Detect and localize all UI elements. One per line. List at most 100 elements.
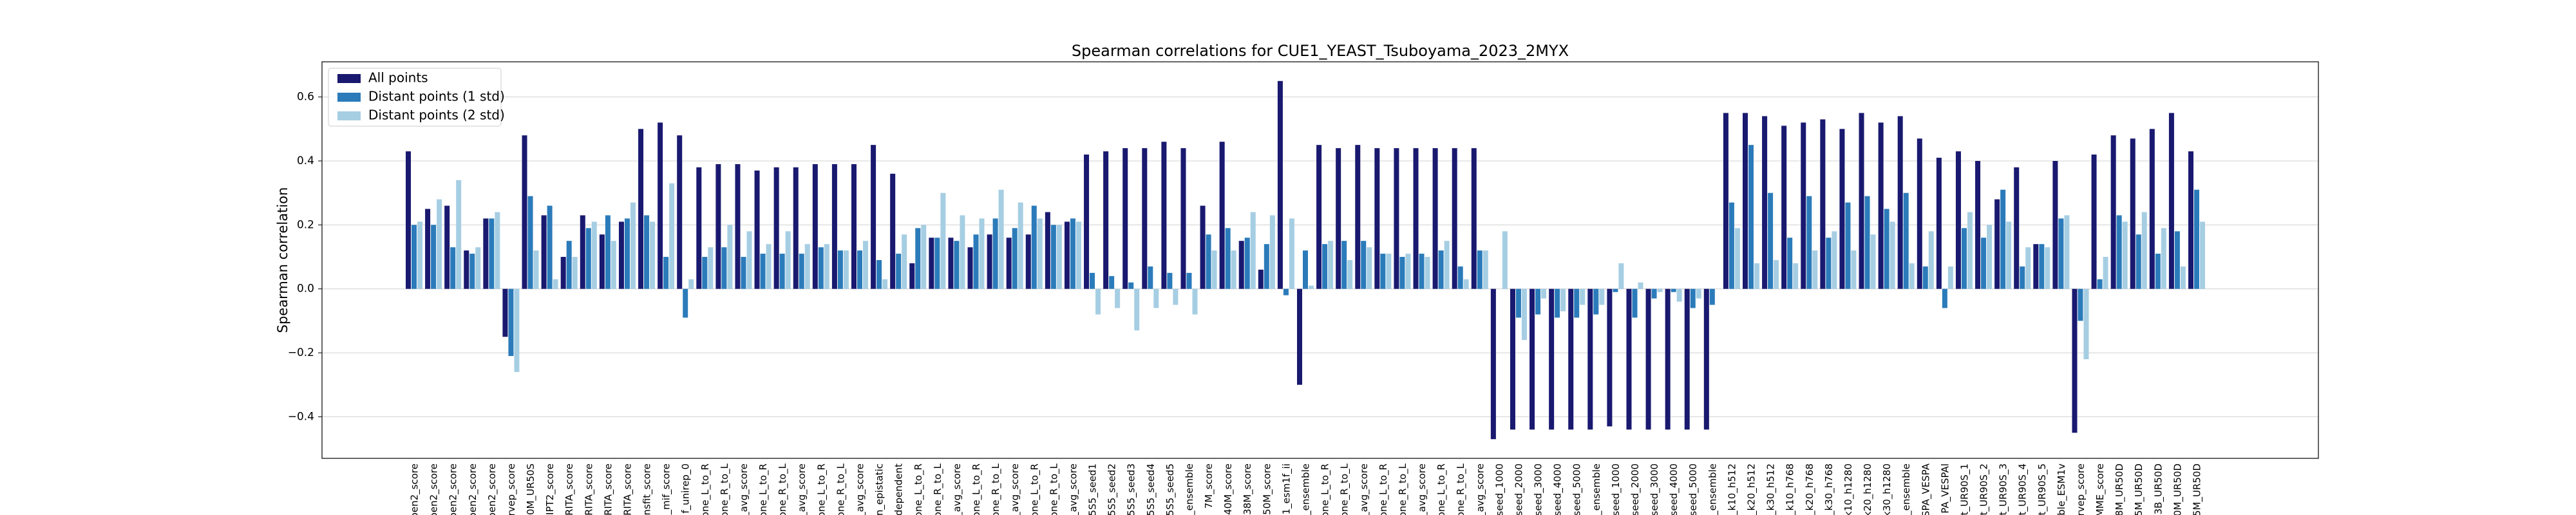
bar <box>425 209 431 289</box>
bar <box>624 218 630 289</box>
bar <box>431 225 437 289</box>
bar <box>804 244 810 289</box>
bar <box>1889 221 1895 289</box>
bar <box>1025 234 1031 289</box>
x-tick-label: seed_2000 <box>1629 464 1642 515</box>
bar <box>489 218 495 289</box>
bar <box>1277 80 1283 289</box>
bar <box>2122 221 2128 289</box>
bar <box>1903 192 1909 289</box>
bar <box>1303 250 1308 289</box>
x-tick-label: _mif_score <box>661 464 673 515</box>
bar <box>1200 205 1206 289</box>
bar <box>417 221 422 289</box>
bar <box>1555 288 1560 318</box>
bar <box>2000 189 2006 289</box>
bar <box>2097 279 2103 289</box>
x-tick-label: PA_VESPAl <box>1939 464 1951 514</box>
bar <box>1244 238 1250 289</box>
bar <box>967 247 973 289</box>
bar <box>437 199 442 289</box>
bar <box>1361 241 1367 289</box>
bar <box>843 250 849 289</box>
bar <box>547 205 553 289</box>
legend-label: All points <box>368 70 428 86</box>
bar <box>2174 231 2180 289</box>
bar <box>1419 254 1425 289</box>
x-tick-label: seed_3000 <box>1533 464 1545 515</box>
bar <box>2020 266 2025 289</box>
bar <box>992 218 998 289</box>
bar <box>715 164 721 289</box>
bar <box>934 238 940 289</box>
bar <box>663 257 669 289</box>
bar <box>1632 288 1638 318</box>
x-tick-label: 1_esm1f_ii <box>1280 464 1293 514</box>
bar <box>611 241 616 289</box>
bar <box>1859 113 1864 289</box>
bar <box>1922 266 1928 289</box>
bar <box>1928 231 1934 289</box>
bar <box>1192 288 1198 315</box>
bar <box>2168 113 2174 289</box>
x-tick-label: 38M_score <box>1242 464 1254 515</box>
bar <box>527 196 533 289</box>
bar <box>1955 151 1961 289</box>
bar <box>1297 288 1302 385</box>
x-tick-label: _k30_h512 <box>1765 464 1777 515</box>
x-tick-label: one_L_to_R <box>971 464 983 515</box>
bar <box>1367 247 1372 289</box>
bar <box>2091 154 2097 289</box>
bar <box>1728 202 1734 289</box>
bar <box>702 257 708 289</box>
x-tick-label: seed_1000 <box>1493 464 1506 515</box>
bar <box>566 241 572 289</box>
bar <box>1845 202 1851 289</box>
bar <box>1444 241 1450 289</box>
bar <box>1593 288 1599 315</box>
bar <box>514 288 520 372</box>
bar <box>1936 158 1942 289</box>
x-tick-label: 3B_UR50D <box>2152 464 2164 514</box>
bar <box>1167 272 1173 289</box>
bar <box>2058 218 2064 289</box>
bar <box>1599 288 1605 305</box>
bar <box>909 263 915 289</box>
bar <box>1684 288 1690 430</box>
bar <box>1909 263 1915 289</box>
bar <box>2180 266 2186 289</box>
bar <box>464 250 469 289</box>
x-tick-label: dependent <box>893 464 905 515</box>
x-tick-label: 5S5_seed5 <box>1164 464 1177 515</box>
x-tick-label: k20_h1280 <box>1862 464 1874 515</box>
bar <box>2130 138 2136 289</box>
bar <box>857 250 862 289</box>
bar <box>727 225 733 289</box>
bar <box>1225 228 1231 289</box>
bar <box>406 151 411 289</box>
bar <box>2039 244 2045 289</box>
bar <box>683 288 688 318</box>
bar <box>902 234 907 289</box>
x-tick-label: seed_1000 <box>1610 464 1622 515</box>
bar <box>1961 228 1967 289</box>
x-tick-label: _avg_score <box>951 464 963 515</box>
bar <box>818 247 824 289</box>
x-tick-label: t_UR90S_3 <box>1998 464 2010 515</box>
bar <box>987 234 992 289</box>
bar <box>921 225 927 289</box>
x-tick-label: t_UR90S_2 <box>1978 464 1991 515</box>
bar <box>979 218 985 289</box>
legend-swatch <box>337 74 361 83</box>
bar <box>954 241 960 289</box>
bar <box>1206 234 1211 289</box>
bar <box>2116 215 2122 289</box>
bar <box>1651 288 1657 299</box>
x-tick-label: pen2_score <box>467 464 479 515</box>
bar <box>1355 145 1361 289</box>
bar <box>1917 138 1922 289</box>
x-tick-label: f_unirep_0 <box>680 464 692 514</box>
bar <box>960 215 965 289</box>
x-tick-label: pen2_score <box>428 464 440 515</box>
